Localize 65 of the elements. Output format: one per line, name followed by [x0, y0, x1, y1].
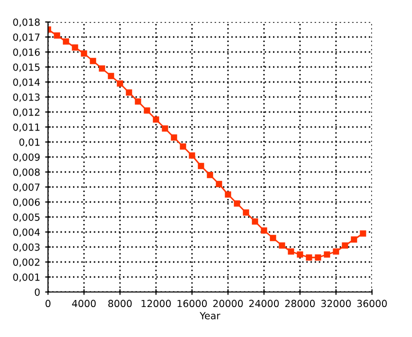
y-tick-label: 0,004 [13, 228, 40, 237]
point [126, 89, 132, 96]
point [162, 125, 168, 132]
point [324, 251, 330, 258]
point [360, 230, 366, 237]
point [342, 242, 348, 249]
y-tick-label: 0,016 [13, 48, 40, 57]
point [198, 162, 204, 170]
y-tick-label: 0 [34, 288, 40, 296]
point [134, 98, 142, 105]
point [80, 50, 88, 57]
y-tick-label: 0,006 [13, 198, 40, 207]
y-tick-label: 0,008 [13, 168, 40, 177]
x-tick-label: 8000 [108, 300, 132, 308]
point [72, 44, 78, 51]
point [278, 242, 286, 249]
y-tick-label: 0,009 [13, 153, 40, 162]
point [108, 72, 114, 80]
y-tick-label: 0,007 [13, 183, 40, 192]
x-tick-label: 32000 [321, 300, 351, 308]
y-tick-label: 0,014 [13, 78, 40, 87]
point [288, 248, 294, 255]
x-tick-label: 20000 [213, 300, 243, 308]
point [180, 143, 186, 150]
point [116, 80, 124, 87]
point [54, 32, 60, 39]
point [144, 107, 150, 114]
x-tick-label: 28000 [285, 300, 315, 308]
y-tick-label: 0,017 [13, 33, 40, 42]
x-tick-label: 0 [46, 300, 50, 308]
y-tick-label: 0,005 [13, 213, 40, 222]
y-tick-label: 0,012 [13, 108, 40, 117]
y-tick-label: 0,003 [13, 243, 40, 252]
x-tick-label: 4000 [72, 300, 96, 308]
point [306, 254, 312, 261]
y-tick-label: 0,001 [13, 273, 40, 282]
point [170, 134, 178, 141]
point [242, 209, 250, 216]
point [332, 248, 340, 255]
point [260, 227, 268, 234]
point [270, 234, 276, 242]
point [206, 172, 214, 178]
point [350, 236, 358, 243]
point [296, 251, 304, 258]
x-tick-label: 16000 [178, 300, 207, 308]
x-axis-title: Year [200, 312, 220, 320]
point [314, 254, 322, 261]
point [234, 200, 240, 207]
point [90, 58, 96, 64]
point [188, 152, 196, 159]
y-tick-label: 0,015 [13, 63, 40, 72]
point [98, 65, 106, 72]
x-tick-label: 12000 [142, 300, 171, 308]
y-tick-label: 0,01 [19, 138, 40, 147]
y-tick-label: 0,018 [13, 18, 40, 27]
y-tick-label: 0,002 [13, 258, 40, 267]
point [152, 116, 160, 123]
x-tick-label: 36000 [357, 300, 387, 308]
x-tick-label: 24000 [249, 300, 279, 308]
point [216, 180, 222, 188]
point [62, 38, 70, 45]
point [252, 218, 258, 225]
point [224, 191, 232, 198]
y-tick-label: 0,011 [13, 123, 40, 132]
y-tick-label: 0,013 [13, 93, 40, 102]
